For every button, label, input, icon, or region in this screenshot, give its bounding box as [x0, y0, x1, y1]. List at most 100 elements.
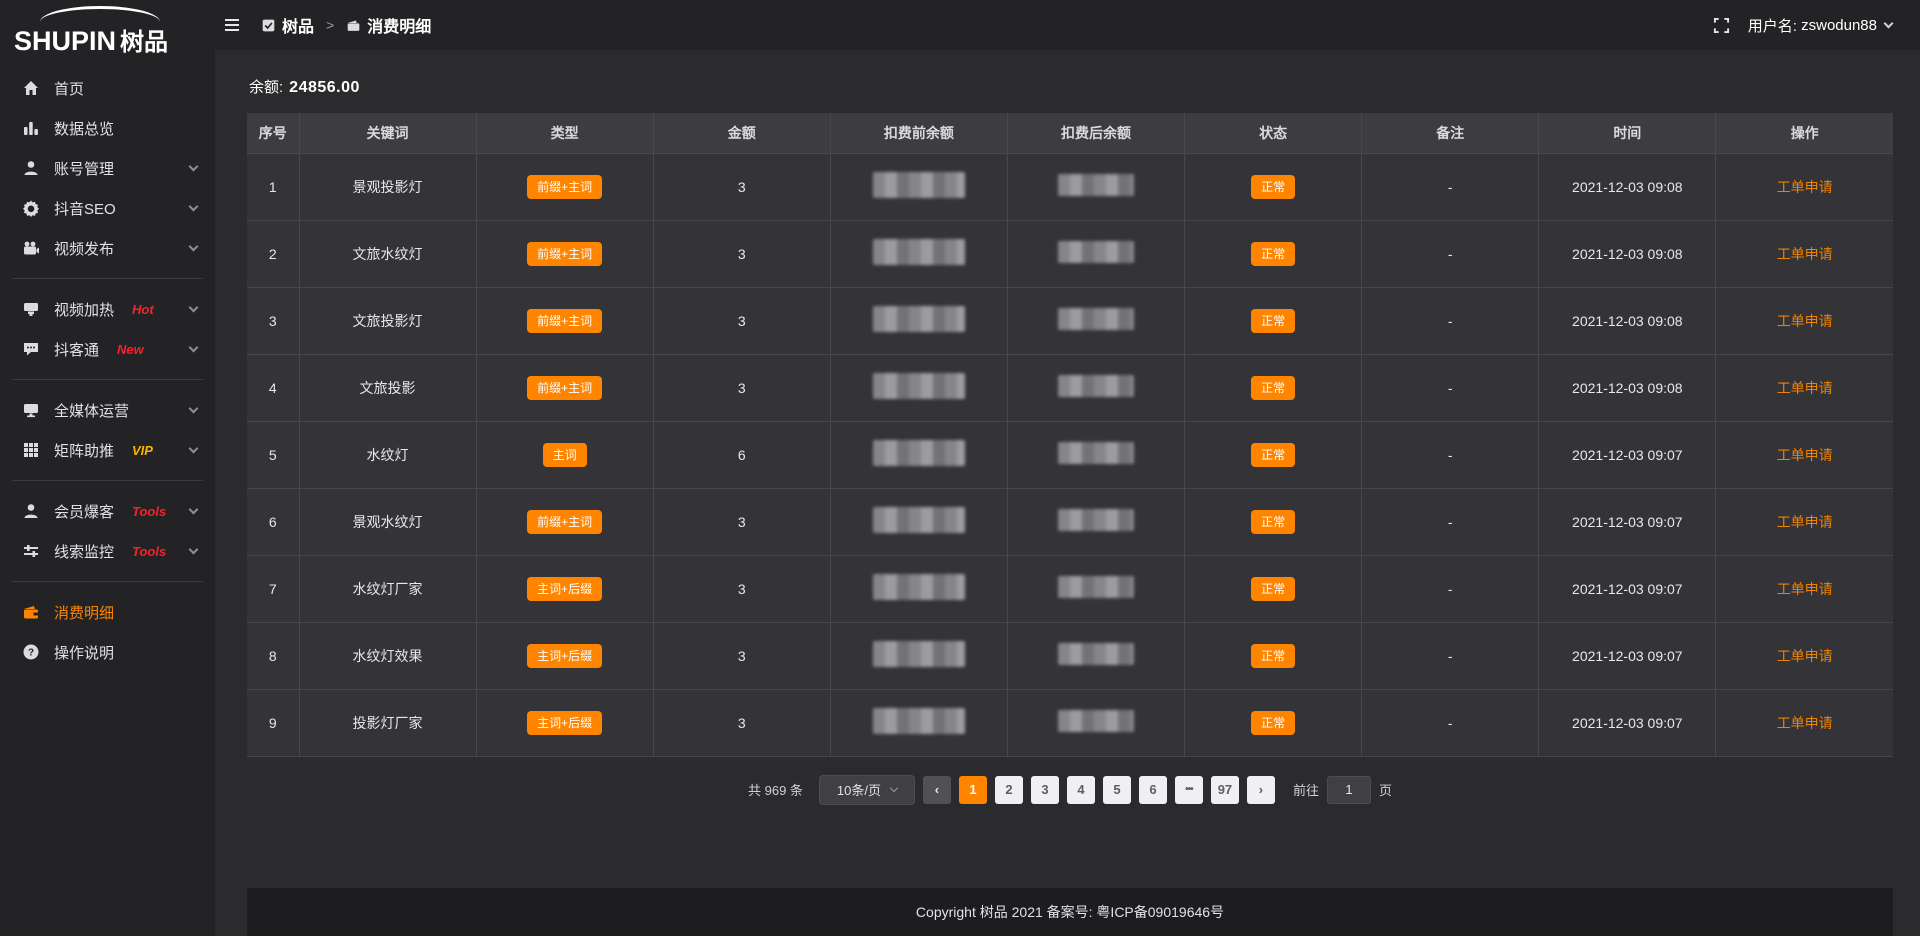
censored-value [872, 574, 965, 600]
cell-type: 主词+后缀 [476, 622, 654, 690]
ticket-request-link[interactable]: 工单申请 [1776, 312, 1833, 329]
type-badge: 主词 [542, 442, 587, 467]
status-badge: 正常 [1251, 241, 1296, 266]
sidebar-collapse-icon[interactable] [225, 19, 239, 31]
username-label: 用户名: [1747, 17, 1797, 35]
sidebar-item-label: 会员爆客 [54, 503, 115, 521]
page-button-6[interactable]: 6 [1138, 775, 1167, 804]
breadcrumb-home[interactable]: 树品 [282, 19, 315, 36]
page-size-select[interactable]: 10条/页 [818, 774, 915, 805]
censored-value [1057, 576, 1134, 598]
goto-page-input[interactable] [1326, 775, 1371, 804]
sidebar-item-lead-monitor[interactable]: 线索监控 Tools [0, 531, 215, 571]
cell-amount: 3 [653, 555, 831, 623]
sidebar-item-member-burst[interactable]: 会员爆客 Tools [0, 491, 215, 531]
pagination: 共 969 条 10条/页 ‹ 1 2 3 4 5 6 ••• 97 › 前往 … [247, 774, 1893, 805]
cell-remark: - [1361, 488, 1540, 556]
topbar-right: 用户名: zswodun88 [1713, 15, 1894, 36]
cell-status: 正常 [1184, 622, 1363, 690]
cell-balance-before [830, 220, 1008, 288]
page-button-3[interactable]: 3 [1030, 775, 1059, 804]
cell-keyword: 水纹灯 [299, 421, 477, 489]
sidebar-item-label: 消费明细 [54, 604, 115, 622]
more-pages-button[interactable]: ••• [1174, 775, 1203, 804]
prev-page-button[interactable]: ‹ [922, 775, 951, 804]
col-balance-before: 扣费前余额 [830, 113, 1008, 154]
sidebar-item-label: 视频发布 [54, 240, 115, 258]
cell-balance-before [830, 555, 1008, 623]
next-page-button[interactable]: › [1246, 775, 1275, 804]
cell-action: 工单申请 [1715, 421, 1893, 489]
cell-seq: 3 [247, 287, 300, 355]
cell-time: 2021-12-03 09:08 [1538, 354, 1717, 422]
ticket-request-link[interactable]: 工单申请 [1776, 245, 1833, 262]
cell-remark: - [1361, 220, 1540, 288]
table-row: 7 水纹灯厂家 主词+后缀 3 正常 - 2021-12-03 09:07 工单… [247, 555, 1893, 623]
consumption-table: 序号 关键词 类型 金额 扣费前余额 扣费后余额 状态 备注 时间 操作 1 [247, 113, 1893, 757]
censored-value [872, 373, 965, 399]
cell-status: 正常 [1184, 287, 1363, 355]
user-icon [22, 159, 40, 177]
cell-remark: - [1361, 622, 1540, 690]
page-button-2[interactable]: 2 [994, 775, 1023, 804]
ticket-request-link[interactable]: 工单申请 [1776, 446, 1833, 463]
sidebar-item-account-management[interactable]: 账号管理 [0, 148, 215, 188]
table-row: 3 文旅投影灯 前缀+主词 3 正常 - 2021-12-03 09:08 工单… [247, 287, 1893, 355]
cell-amount: 6 [653, 421, 831, 489]
page-button-97[interactable]: 97 [1210, 775, 1239, 804]
cell-balance-before [830, 622, 1008, 690]
status-badge: 正常 [1251, 710, 1296, 735]
sidebar-item-video-publish[interactable]: 视频发布 [0, 228, 215, 268]
app-logo: SHUPIN 树品 [0, 0, 215, 58]
status-badge: 正常 [1251, 643, 1296, 668]
page-button-5[interactable]: 5 [1102, 775, 1131, 804]
cell-keyword: 水纹灯厂家 [299, 555, 477, 623]
sidebar-item-home[interactable]: 首页 [0, 68, 215, 108]
footer: Copyright 树品 2021 备案号: 粤ICP备09019646号 [247, 888, 1893, 936]
cell-time: 2021-12-03 09:07 [1538, 689, 1717, 757]
fullscreen-icon[interactable] [1713, 17, 1730, 34]
cell-status: 正常 [1184, 488, 1363, 556]
cell-balance-after [1007, 153, 1186, 221]
cell-seq: 6 [247, 488, 300, 556]
sidebar-item-instructions[interactable]: ? 操作说明 [0, 632, 215, 672]
cell-type: 主词+后缀 [476, 555, 654, 623]
status-badge: 正常 [1251, 375, 1296, 400]
ticket-request-link[interactable]: 工单申请 [1776, 647, 1833, 664]
main-area: 树品 > 消费明细 用户名: zswodun88 [215, 0, 1920, 936]
cell-balance-after [1007, 622, 1186, 690]
cell-seq: 4 [247, 354, 300, 422]
cell-balance-before [830, 488, 1008, 556]
page-button-4[interactable]: 4 [1066, 775, 1095, 804]
table-row: 4 文旅投影 前缀+主词 3 正常 - 2021-12-03 09:08 工单申… [247, 354, 1893, 422]
censored-value [1057, 509, 1134, 531]
type-badge: 主词+后缀 [527, 576, 603, 601]
wallet-icon [22, 603, 40, 621]
tools-tag: Tools [132, 503, 167, 519]
sidebar-item-matrix-boost[interactable]: 矩阵助推 VIP [0, 430, 215, 470]
censored-value [1057, 308, 1134, 330]
ticket-request-link[interactable]: 工单申请 [1776, 178, 1833, 195]
table-row: 5 水纹灯 主词 6 正常 - 2021-12-03 09:07 工单申请 [247, 421, 1893, 489]
ticket-request-link[interactable]: 工单申请 [1776, 714, 1833, 731]
wallet-small-icon [346, 18, 361, 33]
sidebar-item-video-heating[interactable]: 视频加热 Hot [0, 289, 215, 329]
user-menu[interactable]: 用户名: zswodun88 [1747, 15, 1894, 36]
sidebar-item-consumption-details[interactable]: 消费明细 [0, 592, 215, 632]
ticket-request-link[interactable]: 工单申请 [1776, 513, 1833, 530]
ticket-request-link[interactable]: 工单申请 [1776, 580, 1833, 597]
goto-label: 前往 [1292, 783, 1319, 798]
sidebar-item-all-media[interactable]: 全媒体运营 [0, 390, 215, 430]
status-badge: 正常 [1251, 576, 1296, 601]
ticket-request-link[interactable]: 工单申请 [1776, 379, 1833, 396]
censored-value [1057, 643, 1134, 665]
sidebar-item-douyin-seo[interactable]: 抖音SEO [0, 188, 215, 228]
question-circle-icon: ? [22, 643, 40, 661]
cell-status: 正常 [1184, 153, 1363, 221]
cell-amount: 3 [653, 354, 831, 422]
page-button-1[interactable]: 1 [958, 775, 987, 804]
sidebar-item-doketong[interactable]: 抖客通 New [0, 329, 215, 369]
chat-bubble-icon [22, 340, 40, 358]
type-badge: 前缀+主词 [527, 308, 603, 333]
sidebar-item-data-overview[interactable]: 数据总览 [0, 108, 215, 148]
